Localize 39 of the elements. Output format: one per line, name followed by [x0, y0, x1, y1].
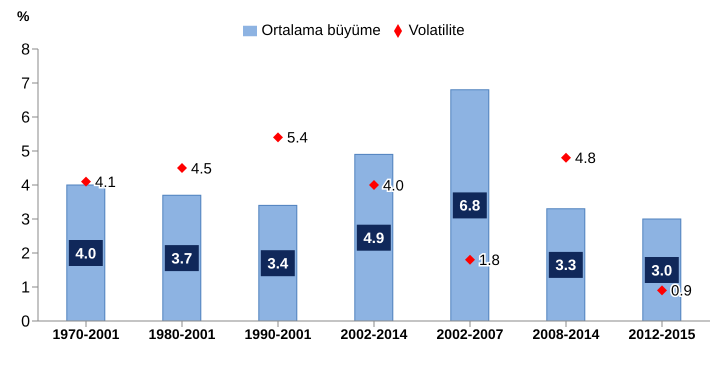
- point: [465, 254, 475, 265]
- data-label: 4.0: [383, 177, 404, 194]
- x-tick-label: 2012-2015: [628, 326, 696, 342]
- legend-label: Volatilite: [408, 22, 465, 39]
- data-label: 4.0: [75, 245, 96, 262]
- x-tick-label: 1990-2001: [244, 326, 312, 342]
- x-tick-label: 1980-2001: [148, 326, 216, 342]
- data-label: 3.7: [171, 250, 192, 268]
- data-label: 3.0: [651, 262, 672, 280]
- y-tick-label: 3: [21, 212, 30, 229]
- y-tick-label: 8: [21, 42, 30, 59]
- data-label: 0.9: [671, 282, 692, 300]
- point: [657, 285, 667, 296]
- point: [273, 132, 283, 142]
- data-label: 3.4: [267, 255, 289, 272]
- data-label: 4.9: [363, 230, 384, 247]
- point: [561, 152, 571, 163]
- x-tick-label: 2002-2007: [436, 326, 504, 342]
- point: [81, 176, 91, 187]
- x-tick-label: 1970-2001: [52, 326, 120, 342]
- x-tick-label: 2002-2014: [340, 326, 408, 342]
- y-tick-label: 6: [21, 110, 30, 127]
- point: [369, 180, 379, 190]
- point: [177, 163, 187, 173]
- y-axis-title: %: [17, 8, 30, 24]
- y-tick-label: 4: [21, 178, 30, 195]
- x-tick-label: 2008-2014: [532, 326, 600, 342]
- data-label: 4.5: [191, 160, 212, 178]
- data-label: 4.8: [575, 150, 596, 168]
- legend-label: Ortalama büyüme: [261, 22, 381, 39]
- y-tick-label: 7: [21, 76, 30, 93]
- y-tick-label: 0: [21, 314, 30, 331]
- data-label: 6.8: [459, 198, 480, 215]
- y-tick-label: 1: [21, 280, 30, 297]
- data-label: 3.3: [555, 257, 576, 274]
- y-tick-label: 5: [21, 144, 30, 161]
- data-label: 5.4: [287, 130, 308, 147]
- data-label: 4.1: [95, 174, 116, 191]
- y-tick-label: 2: [21, 246, 30, 263]
